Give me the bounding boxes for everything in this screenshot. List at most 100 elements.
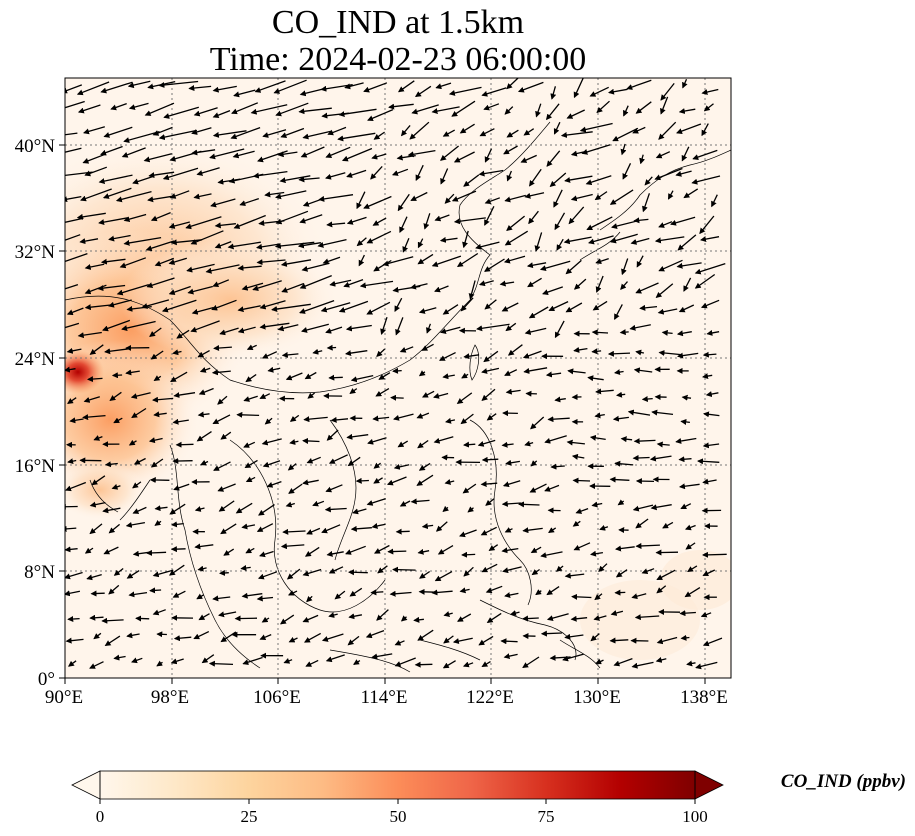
wind-arrow-icon xyxy=(126,570,140,579)
map-panel xyxy=(65,78,731,678)
wind-arrow-icon xyxy=(89,614,104,621)
wind-arrow-icon xyxy=(434,285,449,293)
wind-arrow-icon xyxy=(523,367,548,374)
wind-arrow-icon xyxy=(706,329,720,336)
wind-arrow-icon xyxy=(644,176,653,186)
wind-arrow-icon xyxy=(100,258,126,265)
wind-arrow-icon xyxy=(246,344,257,351)
wind-arrow-icon xyxy=(280,259,312,267)
wind-arrow-icon xyxy=(702,637,723,647)
wind-arrow-icon xyxy=(701,88,719,95)
wind-arrow-icon xyxy=(444,193,455,204)
wind-arrow-icon xyxy=(197,350,210,358)
wind-arrow-icon xyxy=(394,297,403,312)
wind-arrow-icon xyxy=(241,592,263,599)
wind-arrow-icon xyxy=(660,96,669,115)
wind-arrow-icon xyxy=(108,523,121,534)
wind-arrow-icon xyxy=(560,131,593,138)
wind-arrow-icon xyxy=(363,82,388,93)
wind-arrow-icon xyxy=(546,150,561,167)
wind-arrow-icon xyxy=(522,350,542,359)
x-tick-label: 114°E xyxy=(361,687,408,708)
wind-arrow-icon xyxy=(147,195,174,203)
wind-arrow-icon xyxy=(169,503,186,515)
wind-arrow-icon xyxy=(463,174,480,187)
wind-arrow-icon xyxy=(245,476,256,483)
wind-arrow-icon xyxy=(564,572,585,579)
wind-arrow-icon xyxy=(211,299,237,311)
wind-arrow-icon xyxy=(328,374,343,381)
wind-arrow-icon xyxy=(631,661,654,669)
wind-arrow-icon xyxy=(305,659,319,667)
wind-arrow-icon xyxy=(586,216,613,231)
wind-arrow-icon xyxy=(115,190,152,203)
wind-arrow-icon xyxy=(570,615,588,622)
wind-arrow-icon xyxy=(113,567,124,576)
wind-arrow-icon xyxy=(172,418,189,425)
wind-arrow-icon xyxy=(518,501,540,508)
wind-arrow-icon xyxy=(252,170,288,179)
wind-arrow-icon xyxy=(620,143,627,156)
wind-arrow-icon xyxy=(484,148,493,163)
wind-arrow-icon xyxy=(144,102,175,116)
wind-arrow-icon xyxy=(531,568,540,576)
wind-arrow-icon xyxy=(504,527,513,533)
wind-arrow-icon xyxy=(595,275,604,293)
wind-arrow-icon xyxy=(702,442,720,449)
wind-arrow-icon xyxy=(376,609,389,621)
wind-arrow-icon xyxy=(245,547,255,554)
wind-arrow-icon xyxy=(579,122,613,133)
wind-arrow-icon xyxy=(679,610,696,617)
colorbar-extend-min xyxy=(71,770,101,800)
wind-arrow-icon xyxy=(614,369,624,376)
wind-arrow-icon xyxy=(143,153,172,163)
wind-arrow-icon xyxy=(376,348,386,357)
wind-arrow-icon xyxy=(300,146,325,158)
wind-arrow-icon xyxy=(437,545,454,555)
wind-arrow-icon xyxy=(616,391,626,398)
wind-arrow-icon xyxy=(609,189,634,205)
wind-arrow-icon xyxy=(433,436,454,444)
wind-arrow-icon xyxy=(227,241,261,250)
wind-arrow-icon xyxy=(162,167,199,181)
wind-arrow-icon xyxy=(439,352,456,361)
wind-arrow-icon xyxy=(416,474,434,486)
wind-arrow-icon xyxy=(87,376,103,383)
wind-arrow-icon xyxy=(486,612,502,623)
wind-arrow-icon xyxy=(302,479,319,486)
wind-arrow-icon xyxy=(694,273,716,289)
wind-arrow-icon xyxy=(237,264,262,271)
wind-arrow-icon xyxy=(325,654,345,663)
wind-arrow-icon xyxy=(613,657,633,667)
wind-arrow-icon xyxy=(546,586,560,596)
wind-arrow-icon xyxy=(152,126,173,136)
wind-arrow-icon xyxy=(504,369,518,376)
wind-arrow-icon xyxy=(391,168,409,176)
wind-arrow-icon xyxy=(702,351,717,358)
wind-arrow-icon xyxy=(156,660,163,667)
wind-arrow-icon xyxy=(101,617,124,624)
wind-arrow-icon xyxy=(662,521,674,529)
wind-arrow-icon xyxy=(520,154,537,163)
wind-arrow-icon xyxy=(173,635,192,642)
wind-arrow-icon xyxy=(146,549,167,556)
wind-arrow-icon xyxy=(132,506,147,514)
title-line-1: CO_IND at 1.5km xyxy=(272,4,524,41)
wind-arrow-icon xyxy=(240,564,251,571)
wind-arrow-icon xyxy=(701,123,709,137)
wind-arrow-icon xyxy=(285,372,303,381)
wind-arrow-icon xyxy=(100,81,133,94)
wind-arrow-icon xyxy=(66,347,82,354)
wind-arrow-icon xyxy=(154,505,168,512)
wind-arrow-icon xyxy=(702,478,717,485)
wind-arrow-icon xyxy=(440,145,460,161)
wind-arrow-icon xyxy=(259,393,271,399)
wind-arrow-icon xyxy=(262,129,287,138)
wind-arrow-icon xyxy=(299,214,323,224)
wind-arrow-icon xyxy=(355,477,369,484)
wind-arrow-icon xyxy=(370,165,383,180)
wind-arrow-icon xyxy=(326,550,344,557)
wind-arrow-icon xyxy=(232,150,255,159)
wind-arrow-icon xyxy=(170,658,184,665)
wind-arrow-icon xyxy=(526,262,547,269)
